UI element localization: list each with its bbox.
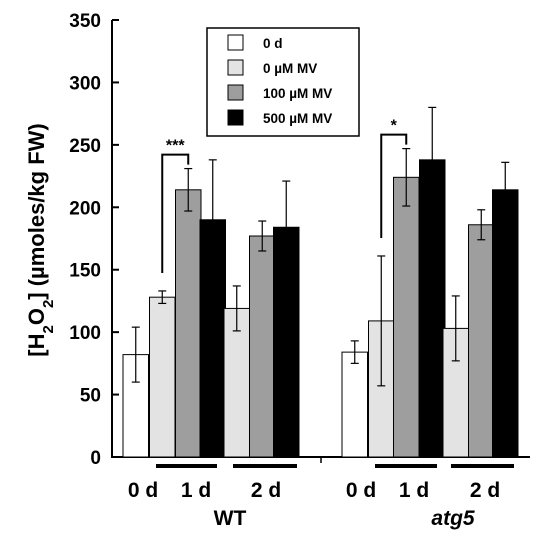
bar: [175, 189, 202, 458]
y-axis-label-sub2: 2: [40, 300, 57, 308]
bar: [492, 189, 519, 458]
x-tick-label: 2 d: [470, 479, 500, 502]
x-tick-label: 2 d: [251, 479, 281, 502]
legend-swatch: [227, 59, 244, 76]
bar: [249, 235, 276, 458]
legend-swatch: [227, 34, 244, 51]
significance-label: ***: [166, 138, 185, 155]
legend: 0 d 0 µM MV 100 µM MV 500 µM MV: [206, 27, 360, 137]
x-tick-label: 0 d: [128, 479, 158, 502]
y-tick-label: 150: [69, 261, 101, 282]
x-tick-label: 1 d: [181, 479, 211, 502]
bar: [468, 224, 495, 458]
y-tick-label: 50: [80, 386, 101, 407]
y-axis-label-sub1: 2: [40, 325, 57, 333]
y-axis-label-open: [H: [24, 334, 49, 357]
bar: [341, 351, 368, 458]
legend-swatch: [227, 84, 244, 101]
legend-swatch: [227, 109, 244, 126]
x-tick-label: 0 d: [346, 479, 376, 502]
y-tick-label: 250: [69, 136, 101, 157]
y-axis-label-mid: O: [24, 308, 49, 325]
y-tick-label: 0: [90, 448, 101, 469]
y-tick-label: 200: [69, 198, 101, 219]
legend-label: 0 µM MV: [263, 61, 317, 76]
y-tick-label: 100: [69, 323, 101, 344]
bar: [122, 354, 149, 458]
genotype-label: atg5: [431, 507, 475, 530]
significance-label: *: [391, 118, 398, 135]
legend-label: 100 µM MV: [263, 86, 332, 101]
bar: [393, 176, 420, 458]
y-axis-label: [H2O2] (µmoles/kg FW): [24, 123, 57, 356]
significance-bracket: [161, 153, 190, 273]
x-tick-label: 1 d: [399, 479, 429, 502]
significance-bracket: [380, 133, 408, 238]
bar: [149, 296, 176, 458]
genotype-label: WT: [214, 507, 247, 530]
legend-label: 500 µM MV: [263, 111, 332, 126]
y-axis-label-close: ] (µmoles/kg FW): [24, 123, 49, 299]
y-tick-label: 350: [69, 11, 101, 32]
legend-label: 0 d: [263, 36, 283, 51]
y-tick-label: 300: [69, 73, 101, 94]
bars-layer: ****: [122, 106, 519, 458]
